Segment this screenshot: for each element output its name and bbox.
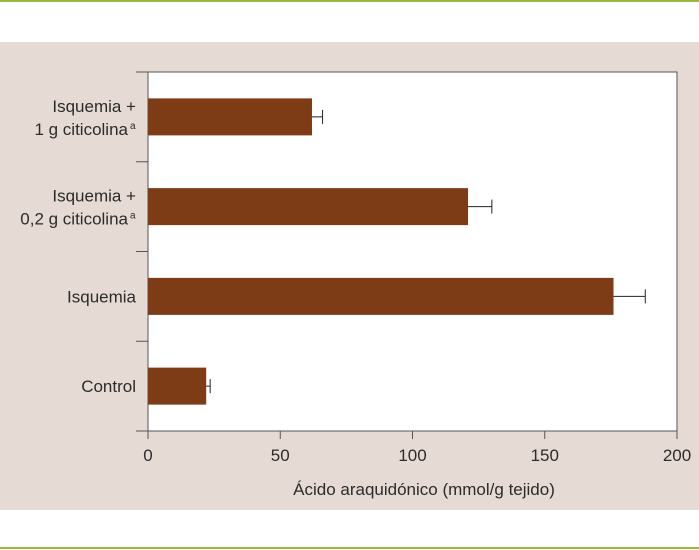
category-label: Isquemia +0,2 g citicolina (20, 187, 136, 229)
x-tick-label: 150 (531, 446, 559, 465)
bar (148, 98, 312, 136)
x-tick-label: 50 (271, 446, 290, 465)
x-axis-title: Ácido araquidónico (mmol/g tejido) (293, 480, 555, 499)
category-label: Isquemia (67, 287, 137, 306)
category-label: Control (81, 377, 136, 396)
footnote-marker: a (130, 211, 136, 222)
footnote-marker: a (130, 121, 136, 132)
bar (148, 367, 207, 405)
top-rule (0, 0, 699, 2)
bar (148, 277, 614, 315)
x-tick-label: 200 (663, 446, 691, 465)
category-label: Isquemia +1 g citicolina (34, 97, 136, 139)
bottom-rule (0, 547, 699, 549)
bar (148, 188, 469, 226)
x-tick-label: 100 (398, 446, 426, 465)
x-tick-label: 0 (143, 446, 152, 465)
